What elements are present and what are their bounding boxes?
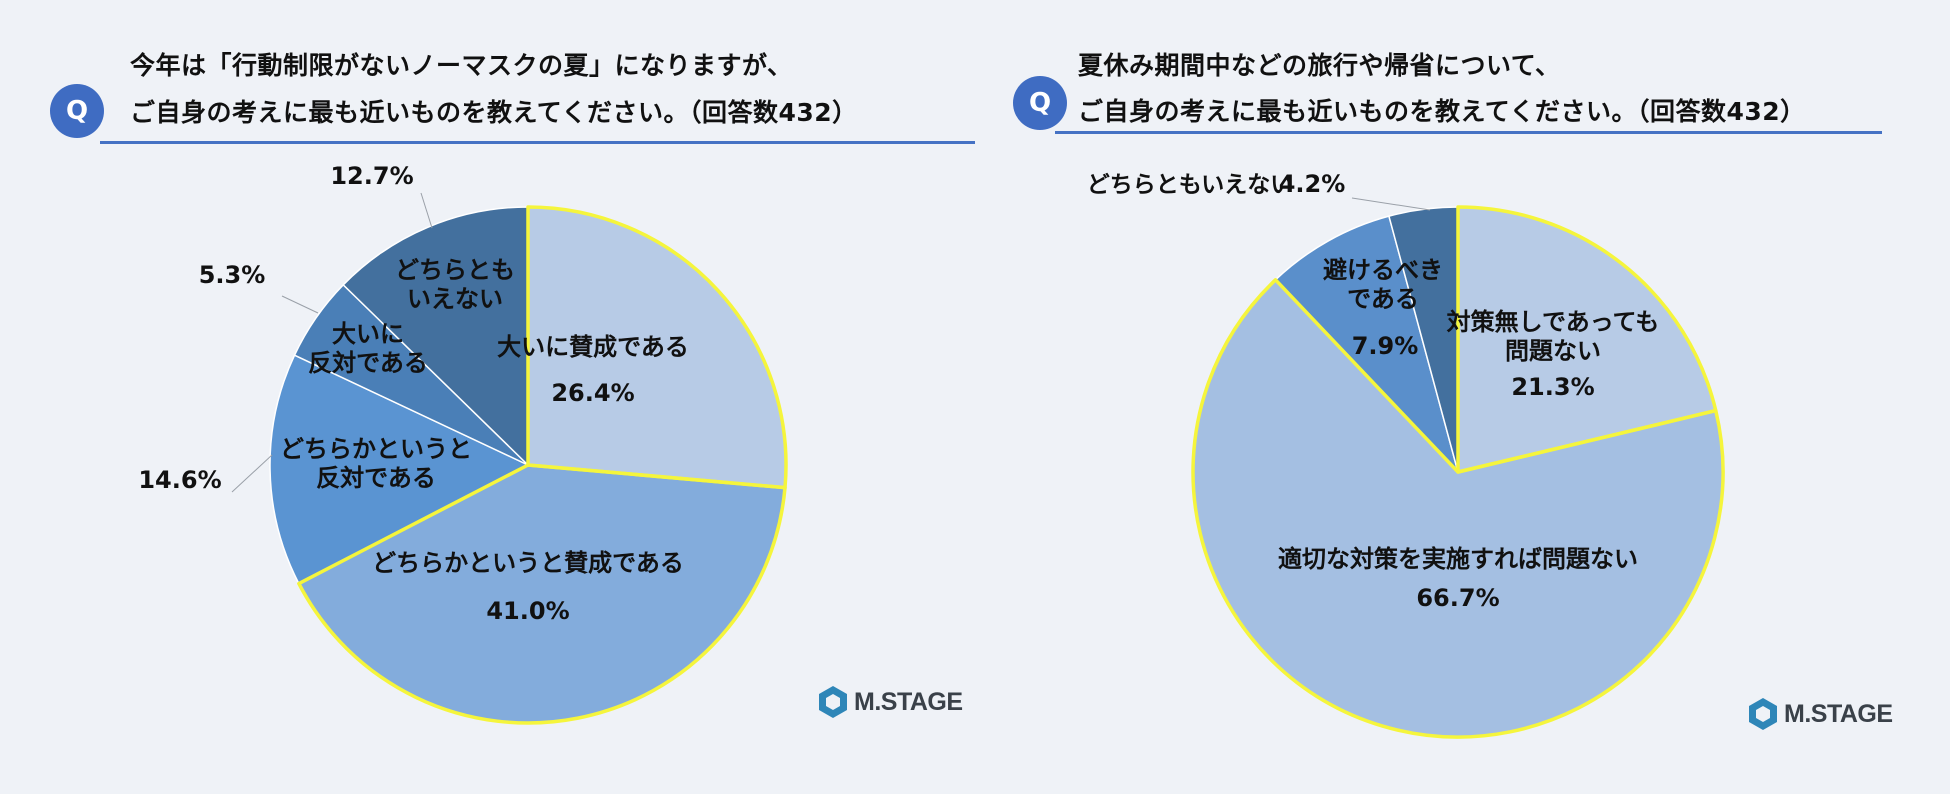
slice-category-label: どちらかというと反対である — [280, 435, 472, 492]
question-underline — [1055, 131, 1882, 134]
slice-value-label: 41.0% — [486, 597, 569, 625]
slice-value-label: 5.3% — [199, 261, 266, 289]
question-text-line1: 夏休み期間中などの旅行や帰省について、 — [1078, 51, 1561, 80]
slice-value-label: 12.7% — [330, 162, 413, 190]
slice-value-label: 7.9% — [1352, 332, 1419, 360]
highlight-border — [526, 205, 788, 490]
highlight-border — [1456, 205, 1718, 474]
slice-category-label: 大いに反対である — [308, 320, 428, 377]
logo-hexagon-icon — [819, 686, 847, 718]
slice-category-label: 大いに賛成である — [497, 333, 689, 361]
slice-category-label: 避けるべきである — [1323, 256, 1443, 313]
question-badge: Q — [50, 84, 104, 138]
question-text-line2: ご自身の考えに最も近いものを教えてください。（回答数432） — [1078, 97, 1806, 126]
slice-category-label: 適切な対策を実施すれば問題ない — [1278, 545, 1638, 573]
highlight-border — [297, 463, 787, 725]
pie-slice — [1274, 215, 1459, 473]
slice-category-label: どちらともいえない — [1087, 172, 1294, 198]
logo-text: M.STAGE — [1784, 699, 1893, 728]
question-underline — [100, 141, 975, 144]
highlight-border — [1191, 278, 1725, 739]
question-text-line1: 今年は「行動制限がないノーマスクの夏」になりますが、 — [130, 51, 793, 80]
slice-value-label: 66.7% — [1416, 584, 1499, 612]
pie-slice — [342, 206, 529, 467]
slice-value-label: 21.3% — [1511, 373, 1594, 401]
leader-line — [231, 454, 273, 493]
leader-line — [420, 192, 433, 229]
slice-category-label: 対策無しであっても問題ない — [1447, 308, 1660, 365]
slice-category-label: どちらかというと賛成である — [372, 549, 684, 577]
pie-slice — [269, 354, 530, 585]
slice-category-label: どちらともいえない — [395, 256, 515, 313]
left-chart-panel: Q 今年は「行動制限がないノーマスクの夏」になりますが、 ご自身の考えに最も近い… — [50, 51, 975, 725]
logo-text: M.STAGE — [854, 687, 963, 716]
pie-chart-left: 大いに賛成である 26.4% どちらかというと賛成である 41.0% どちらかというと反… — [138, 162, 788, 725]
brand-logo: M.STAGE — [818, 685, 963, 719]
question-text-line2: ご自身の考えに最も近いものを教えてください。（回答数432） — [130, 98, 858, 127]
slice-value-label: 14.6% — [138, 466, 221, 494]
logo-hexagon-icon — [1749, 698, 1777, 730]
leader-line — [281, 295, 319, 314]
right-chart-panel: Q 夏休み期間中などの旅行や帰省について、 ご自身の考えに最も近いものを教えてく… — [990, 0, 1950, 794]
brand-logo: M.STAGE — [1748, 697, 1893, 731]
leader-line — [1351, 197, 1431, 211]
slice-value-label: 4.2% — [1279, 170, 1346, 198]
pie-chart-right: 対策無しであっても問題ない 21.3% 適切な対策を実施すれば問題ない 66.7% 避け… — [1087, 170, 1725, 739]
slice-value-label: 26.4% — [551, 379, 634, 407]
question-badge: Q — [1013, 76, 1067, 130]
